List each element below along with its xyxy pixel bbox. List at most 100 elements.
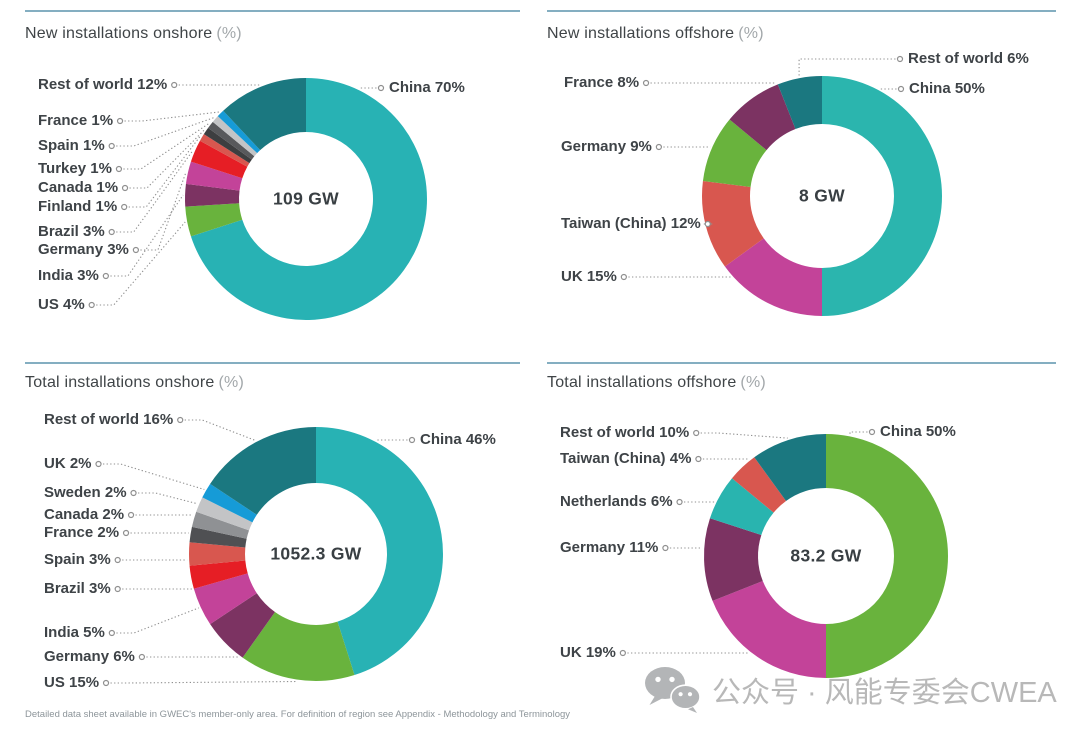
label-marker-dot	[116, 117, 124, 125]
donut-slice	[704, 518, 763, 601]
chart-title-text: New installations onshore	[25, 25, 213, 42]
donut-slice	[189, 526, 247, 548]
slice-label: Turkey 1%	[38, 160, 112, 178]
chart-title-unit: (%)	[218, 374, 244, 391]
donut-slice	[202, 483, 257, 523]
slice-label: Canada 2%	[44, 506, 125, 524]
slice-label: UK 19%	[560, 644, 616, 662]
donut-slice	[193, 573, 257, 625]
label-leader-line	[116, 149, 194, 233]
slice-label: Rest of world 12%	[38, 76, 168, 94]
label-leader-line	[96, 221, 186, 306]
label-leader-line	[798, 58, 896, 77]
slice-label: India 3%	[38, 267, 99, 285]
label-leader-line	[700, 432, 788, 439]
label-marker-dot	[130, 489, 137, 497]
chart-title-text: New installations offshore	[547, 25, 735, 42]
donut-slice	[203, 127, 252, 164]
label-leader-line	[103, 463, 205, 491]
slice-label: Canada 1%	[38, 179, 119, 197]
donut-center-value: 1052.3 GW	[270, 543, 362, 564]
donut-slice	[732, 457, 787, 513]
donut-slice	[196, 497, 253, 531]
label-marker-dot	[114, 556, 121, 564]
label-marker-dot	[88, 301, 95, 309]
panel-top-rule	[547, 10, 1056, 12]
donut-slice	[702, 119, 767, 187]
slice-label: Germany 3%	[38, 241, 129, 259]
label-marker-dot	[138, 653, 145, 661]
label-marker-dot	[102, 679, 110, 687]
donut-slice	[217, 110, 261, 154]
chart-title-text: Total installations onshore	[25, 374, 215, 391]
label-leader-line	[124, 111, 220, 122]
slice-label: US 15%	[44, 674, 100, 692]
donut-slice	[826, 434, 948, 678]
label-marker-dot	[121, 203, 128, 211]
donut-slice	[188, 542, 246, 566]
donut-slice	[754, 434, 826, 501]
label-marker-dot	[662, 544, 669, 552]
donut-slice	[185, 203, 243, 237]
donut-slice	[199, 134, 250, 167]
wechat-icon	[645, 667, 701, 713]
donut-slice	[223, 78, 306, 151]
label-leader-line	[140, 172, 187, 251]
label-leader-line	[128, 136, 201, 208]
slice-label: France 1%	[38, 112, 114, 130]
label-marker-dot	[95, 460, 102, 468]
donut-slice	[777, 76, 822, 130]
donut-slice	[316, 427, 443, 676]
donut-slice	[712, 581, 826, 678]
label-marker-dot	[408, 436, 416, 444]
label-marker-dot	[114, 585, 121, 593]
label-marker-dot	[655, 143, 662, 151]
footnote: Detailed data sheet available in GWEC's …	[25, 709, 571, 720]
label-marker-dot	[102, 272, 109, 280]
label-marker-dot	[177, 416, 184, 424]
donut-slice	[822, 76, 942, 316]
panel-top-rule	[25, 10, 520, 12]
donut-slice	[190, 78, 427, 320]
donut-slice	[191, 511, 250, 539]
label-marker-dot	[695, 455, 702, 463]
label-marker-dot	[642, 79, 650, 87]
donut-center-value: 83.2 GW	[790, 545, 862, 566]
donut-slice	[185, 161, 243, 191]
label-leader-line	[116, 117, 214, 147]
label-marker-dot	[896, 55, 904, 63]
label-marker-dot	[122, 529, 130, 537]
slice-label: China 50%	[909, 80, 985, 98]
chart-title-new-offshore: New installations offshore (%)	[547, 25, 764, 43]
slice-label: India 5%	[44, 624, 105, 642]
label-leader-line	[116, 607, 199, 634]
label-marker-dot	[108, 142, 115, 150]
label-leader-line	[849, 431, 868, 435]
donut-slice	[729, 84, 796, 151]
label-leader-line	[184, 419, 256, 441]
chart-title-unit: (%)	[738, 25, 764, 42]
label-marker-dot	[704, 220, 711, 228]
slice-label: Sweden 2%	[44, 484, 127, 502]
label-leader-line	[110, 680, 297, 684]
slice-label: Brazil 3%	[38, 223, 105, 241]
slice-label: France 8%	[564, 74, 640, 92]
donut-slice	[242, 611, 355, 681]
slice-label: Rest of world 10%	[560, 424, 690, 442]
watermark-text: 公众号 · 风能专委会CWEA	[712, 677, 1057, 709]
donut-slice	[189, 560, 248, 589]
donut-center-value: 8 GW	[799, 185, 845, 206]
chart-title-total-offshore: Total installations offshore (%)	[547, 374, 766, 392]
slice-label: Taiwan (China) 12%	[561, 215, 701, 233]
slice-label: UK 2%	[44, 455, 92, 473]
chart-title-total-onshore: Total installations onshore (%)	[25, 374, 244, 392]
label-marker-dot	[619, 649, 626, 657]
slice-label: US 4%	[38, 296, 85, 314]
slice-label: Germany 9%	[561, 138, 652, 156]
slice-label: Spain 3%	[44, 551, 111, 569]
label-marker-dot	[171, 81, 178, 89]
slice-label: Germany 11%	[560, 539, 659, 557]
label-marker-dot	[121, 184, 129, 192]
panel-top-rule	[547, 362, 1056, 364]
